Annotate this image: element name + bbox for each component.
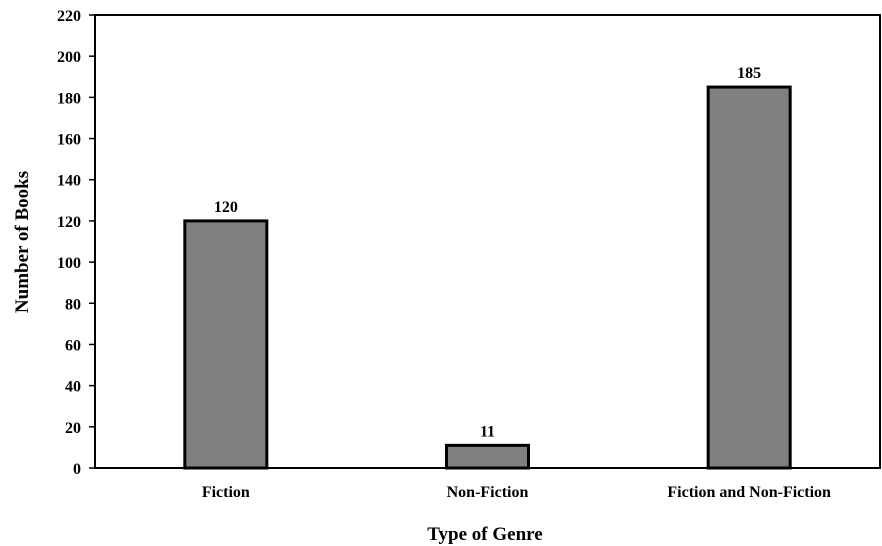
y-tick-label: 120 xyxy=(57,214,81,231)
y-tick-label: 140 xyxy=(57,173,81,190)
bar xyxy=(183,219,269,470)
y-tick-label: 60 xyxy=(65,337,81,354)
y-tick-label: 160 xyxy=(57,132,81,149)
y-tick-label: 20 xyxy=(65,420,81,437)
y-axis-title: Number of Books xyxy=(12,171,33,313)
y-tick-label: 80 xyxy=(65,296,81,313)
y-tick-label: 180 xyxy=(57,90,81,107)
y-tick-label: 0 xyxy=(73,461,81,478)
bars-group: 120 11 185 xyxy=(183,65,792,470)
x-axis: Fiction Non-Fiction Fiction and Non-Fictio… xyxy=(202,484,831,501)
x-tick-label: Non-Fiction xyxy=(447,484,529,501)
y-tick-label: 200 xyxy=(57,49,81,66)
data-label: 11 xyxy=(480,423,495,440)
x-tick-label: Fiction xyxy=(202,484,250,501)
data-label: 185 xyxy=(737,65,761,82)
x-tick-label: Fiction and Non-Fiction xyxy=(667,484,831,501)
y-tick-label: 40 xyxy=(65,379,81,396)
bar xyxy=(706,85,792,470)
bar xyxy=(445,443,530,470)
data-label: 120 xyxy=(214,199,238,216)
x-axis-title: Type of Genre xyxy=(427,524,542,545)
y-tick-label: 100 xyxy=(57,255,81,272)
y-axis: 0 20 40 60 80 100 120 140 160 180 200 220 xyxy=(57,8,95,478)
y-tick-label: 220 xyxy=(57,8,81,25)
